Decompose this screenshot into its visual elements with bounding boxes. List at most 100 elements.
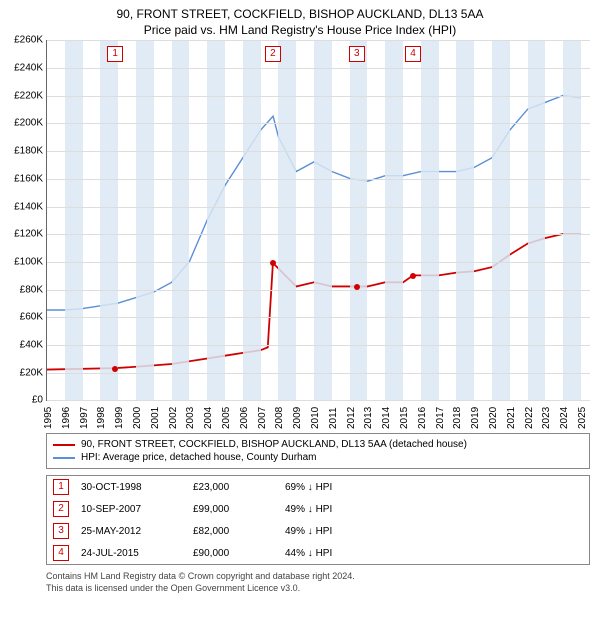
y-axis-label: £180K (1, 146, 43, 157)
y-gridline (47, 234, 590, 235)
event-number: 1 (53, 479, 69, 495)
y-gridline (47, 179, 590, 180)
y-gridline (47, 151, 590, 152)
y-gridline (47, 400, 590, 401)
x-axis-label: 1997 (79, 407, 90, 429)
event-row: 3 25-MAY-2012 £82,000 49% ↓ HPI (47, 520, 589, 542)
legend-swatch (53, 457, 75, 459)
x-axis-label: 2022 (524, 407, 535, 429)
data-point (112, 366, 118, 372)
event-price: £82,000 (193, 526, 273, 537)
legend-item: 90, FRONT STREET, COCKFIELD, BISHOP AUCK… (53, 438, 583, 451)
x-axis-label: 2001 (150, 407, 161, 429)
y-gridline (47, 40, 590, 41)
year-band (278, 40, 296, 400)
y-axis-label: £120K (1, 229, 43, 240)
title-line2: Price paid vs. HM Land Registry's House … (8, 22, 592, 38)
event-date: 10-SEP-2007 (81, 504, 181, 515)
event-price: £99,000 (193, 504, 273, 515)
year-band (100, 40, 118, 400)
x-axis-label: 2011 (328, 408, 339, 430)
y-gridline (47, 317, 590, 318)
y-axis-label: £160K (1, 173, 43, 184)
price-chart: £0£20K£40K£60K£80K£100K£120K£140K£160K£1… (46, 40, 590, 401)
x-axis-label: 2007 (257, 407, 268, 429)
year-band (172, 40, 190, 400)
event-row: 1 30-OCT-1998 £23,000 69% ↓ HPI (47, 476, 589, 498)
x-axis-label: 2003 (185, 407, 196, 429)
y-axis-label: £240K (1, 63, 43, 74)
y-gridline (47, 68, 590, 69)
y-axis-label: £100K (1, 256, 43, 267)
y-gridline (47, 373, 590, 374)
year-band (492, 40, 510, 400)
y-axis-label: £20K (1, 367, 43, 378)
x-axis-label: 2017 (435, 407, 446, 429)
events-table: 130-OCT-1998£23,00069% ↓ HPI210-SEP-2007… (46, 475, 590, 565)
data-point (270, 260, 276, 266)
event-date: 30-OCT-1998 (81, 482, 181, 493)
event-marker: 4 (405, 46, 421, 62)
event-price: £23,000 (193, 482, 273, 493)
year-band (350, 40, 368, 400)
title-line1: 90, FRONT STREET, COCKFIELD, BISHOP AUCK… (8, 6, 592, 22)
x-axis-label: 2021 (506, 407, 517, 429)
x-axis-label: 2024 (559, 407, 570, 429)
year-band (421, 40, 439, 400)
event-delta: 49% ↓ HPI (285, 504, 332, 515)
y-axis-label: £140K (1, 201, 43, 212)
y-gridline (47, 123, 590, 124)
y-axis-label: £40K (1, 339, 43, 350)
data-point (354, 284, 360, 290)
year-band (207, 40, 225, 400)
event-row: 210-SEP-2007£99,00049% ↓ HPI (47, 498, 589, 520)
x-axis-label: 1996 (61, 407, 72, 429)
y-axis-label: £0 (1, 395, 43, 406)
x-axis-label: 1998 (96, 407, 107, 429)
x-axis-label: 2009 (292, 407, 303, 429)
event-number: 3 (53, 523, 69, 539)
year-band (136, 40, 154, 400)
legend-swatch (53, 444, 75, 446)
year-band (385, 40, 403, 400)
footer-line1: Contains HM Land Registry data © Crown c… (46, 571, 590, 583)
legend-label: 90, FRONT STREET, COCKFIELD, BISHOP AUCK… (81, 439, 467, 450)
event-price: £90,000 (193, 548, 273, 559)
event-row: 424-JUL-2015£90,00044% ↓ HPI (47, 542, 589, 564)
y-gridline (47, 96, 590, 97)
x-axis-label: 2002 (168, 407, 179, 429)
x-axis-label: 2018 (452, 407, 463, 429)
event-delta: 44% ↓ HPI (285, 548, 332, 559)
event-delta: 49% ↓ HPI (285, 526, 332, 537)
x-axis-label: 2014 (381, 407, 392, 429)
data-point (410, 273, 416, 279)
footer: Contains HM Land Registry data © Crown c… (46, 571, 590, 594)
x-axis-label: 2012 (346, 407, 357, 429)
x-axis-label: 2023 (541, 407, 552, 429)
y-axis-label: £220K (1, 90, 43, 101)
y-axis-label: £60K (1, 312, 43, 323)
event-number: 4 (53, 545, 69, 561)
year-band (243, 40, 261, 400)
x-axis-label: 2019 (470, 407, 481, 429)
x-axis-label: 1999 (114, 407, 125, 429)
x-axis-label: 2004 (203, 407, 214, 429)
year-band (314, 40, 332, 400)
y-gridline (47, 345, 590, 346)
x-axis-label: 2013 (363, 407, 374, 429)
year-band (563, 40, 581, 400)
year-band (65, 40, 83, 400)
event-date: 25-MAY-2012 (81, 526, 181, 537)
y-axis-label: £80K (1, 284, 43, 295)
y-gridline (47, 207, 590, 208)
y-gridline (47, 262, 590, 263)
x-axis-label: 2016 (417, 407, 428, 429)
event-delta: 69% ↓ HPI (285, 482, 332, 493)
x-axis-label: 1995 (43, 407, 54, 429)
y-gridline (47, 290, 590, 291)
legend-label: HPI: Average price, detached house, Coun… (81, 452, 317, 463)
x-axis-label: 2025 (577, 407, 588, 429)
event-marker: 2 (265, 46, 281, 62)
x-axis-label: 2006 (239, 407, 250, 429)
x-axis-label: 2008 (274, 407, 285, 429)
